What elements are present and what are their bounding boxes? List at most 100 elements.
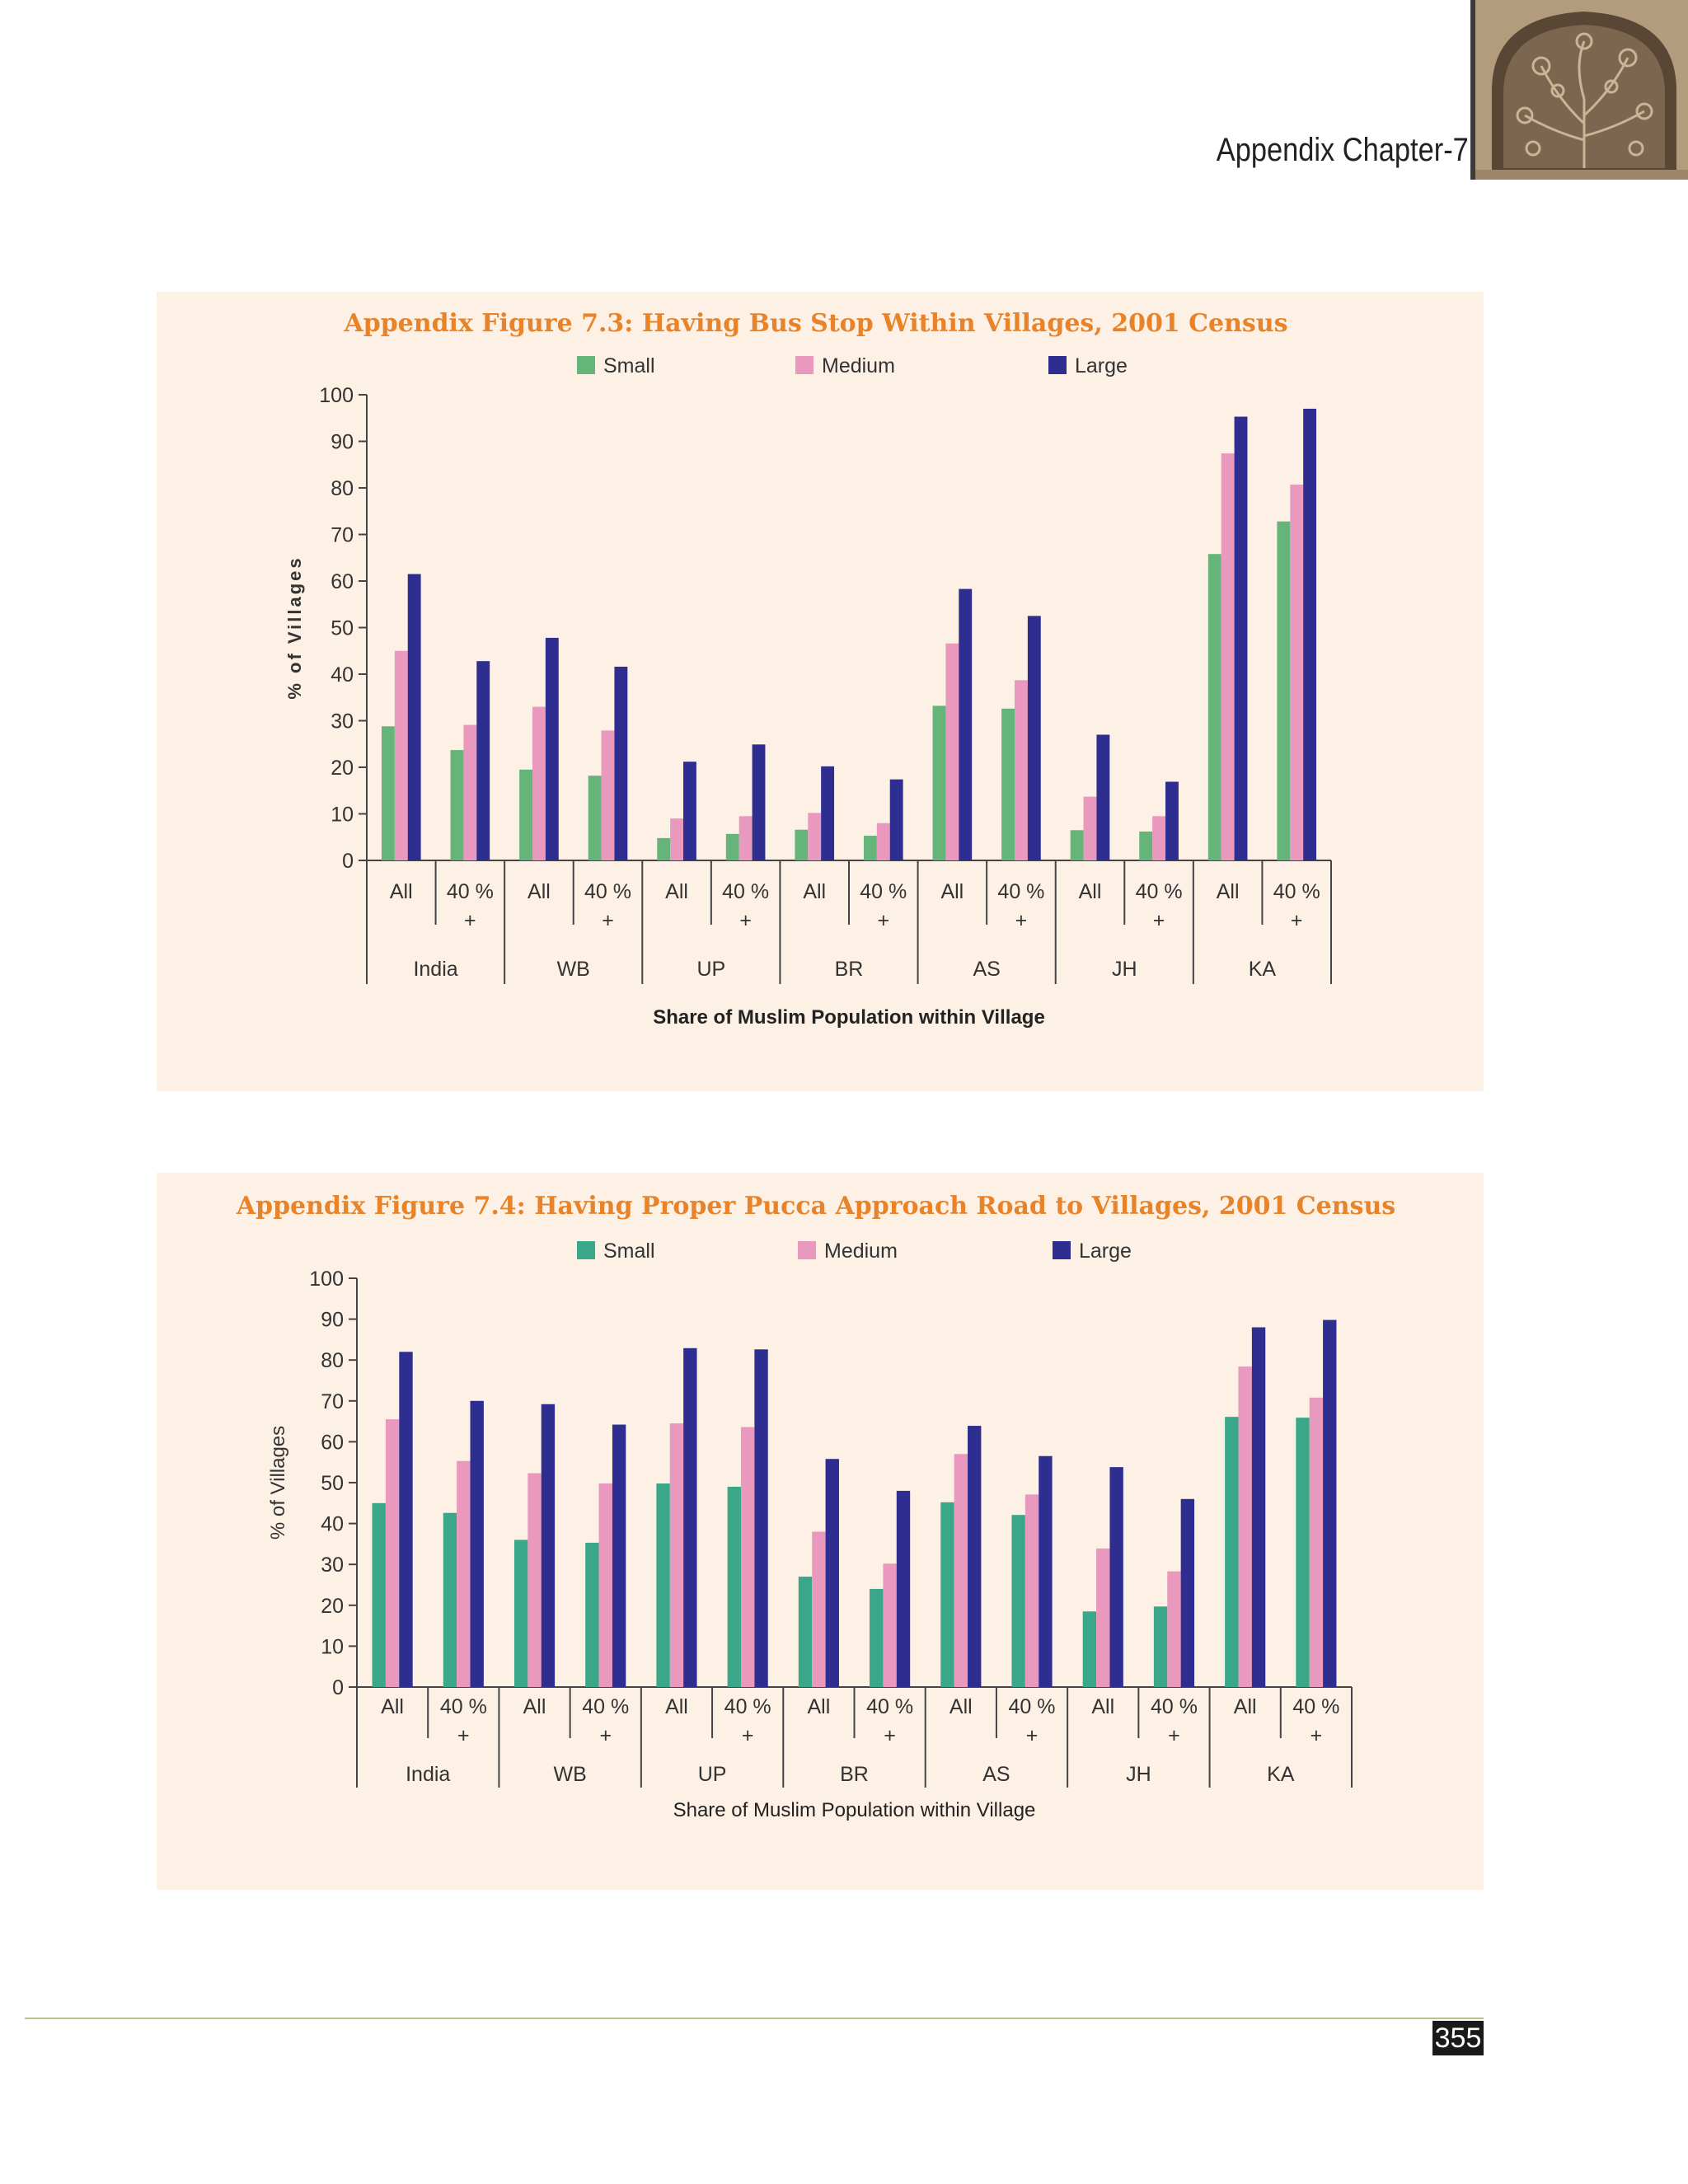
x-subcategory-label: 40 % <box>860 880 907 903</box>
x-group-label-jh: JH <box>1126 1763 1151 1786</box>
y-tick-label: 80 <box>321 1349 344 1372</box>
bar-small <box>932 705 946 860</box>
bar-small <box>443 1512 457 1687</box>
bar-small <box>381 726 395 860</box>
bar-medium <box>385 1419 400 1687</box>
bar-medium <box>1083 796 1097 860</box>
x-subcategory-label: + <box>742 1724 754 1747</box>
bar-small <box>585 1542 599 1687</box>
legend-label-medium: Medium <box>824 1240 898 1263</box>
bar-large <box>1234 416 1248 860</box>
bar-medium <box>1221 453 1235 860</box>
bar-small <box>725 833 739 860</box>
bar-large <box>545 637 559 860</box>
y-tick-label: 10 <box>331 804 354 827</box>
footer-rule <box>25 2018 1484 2019</box>
bar-medium <box>1238 1366 1252 1687</box>
bar-medium <box>528 1473 542 1687</box>
x-subcategory-label: All <box>523 1695 546 1718</box>
bar-medium <box>738 816 753 860</box>
bar-large <box>476 661 490 860</box>
x-subcategory-label: All <box>528 880 551 903</box>
x-group-label-as: AS <box>982 1763 1010 1786</box>
legend-swatch-large <box>1048 356 1067 374</box>
bar-medium <box>1014 680 1028 860</box>
x-subcategory-label: + <box>1026 1724 1039 1747</box>
y-tick-label: 40 <box>321 1513 344 1536</box>
x-subcategory-label: All <box>1079 880 1102 903</box>
bus-stop-bar-chart: Appendix Figure 7.3: Having Bus Stop Wit… <box>284 309 1332 1029</box>
x-subcategory-label: All <box>940 880 964 903</box>
x-subcategory-label: 40 % <box>997 880 1044 903</box>
bar-small <box>1139 831 1153 860</box>
bar-large <box>752 744 766 860</box>
x-subcategory-label: + <box>1168 1724 1180 1747</box>
bar-medium <box>1167 1571 1181 1687</box>
bar-large <box>1109 1467 1123 1687</box>
x-group-label-wb: WB <box>557 958 590 981</box>
y-tick-label: 30 <box>321 1554 344 1577</box>
bar-small <box>870 1588 884 1687</box>
bar-small <box>798 1577 813 1687</box>
bar-large <box>541 1404 556 1687</box>
bar-small <box>863 836 877 860</box>
bar-large <box>470 1400 484 1687</box>
bar-large <box>1323 1319 1337 1687</box>
bar-medium <box>669 1423 684 1687</box>
y-axis-label: % of Villages <box>267 1426 289 1540</box>
bar-large <box>821 766 835 860</box>
x-subcategory-label: + <box>602 909 614 932</box>
figure-7-3-panel: Appendix Figure 7.3: Having Bus Stop Wit… <box>157 292 1484 1091</box>
x-subcategory-label: + <box>877 909 889 932</box>
x-subcategory-label: 40 % <box>722 880 769 903</box>
bar-medium <box>601 730 615 860</box>
x-subcategory-label: + <box>1015 909 1028 932</box>
y-tick-label: 90 <box>321 1309 344 1332</box>
bar-large <box>1165 781 1179 860</box>
legend-label-medium: Medium <box>822 354 895 377</box>
x-subcategory-label: 40 % <box>1292 1695 1339 1718</box>
x-subcategory-label: All <box>381 1695 404 1718</box>
bar-small <box>656 1483 670 1687</box>
bar-small <box>1225 1417 1239 1687</box>
bar-small <box>1070 830 1084 860</box>
x-subcategory-label: + <box>457 1724 470 1747</box>
bar-small <box>1082 1611 1097 1687</box>
legend-label-small: Small <box>603 1240 655 1263</box>
y-tick-label: 70 <box>331 524 354 547</box>
legend-swatch-large <box>1053 1241 1071 1259</box>
x-group-label-ka: KA <box>1267 1763 1295 1786</box>
bar-small <box>1153 1606 1168 1687</box>
x-group-label-india: India <box>413 958 457 981</box>
bar-large <box>754 1349 768 1687</box>
bar-small <box>450 750 464 860</box>
bar-small <box>795 829 809 860</box>
x-axis-label: Share of Muslim Population within Villag… <box>653 1006 1045 1029</box>
bar-large <box>959 588 973 860</box>
bar-small <box>519 769 532 860</box>
bar-large <box>825 1459 839 1687</box>
x-subcategory-label: + <box>1311 1724 1323 1747</box>
bar-medium <box>670 818 684 860</box>
x-group-label-jh: JH <box>1112 958 1137 981</box>
y-tick-label: 20 <box>331 757 354 780</box>
bar-large <box>1303 408 1317 860</box>
x-group-label-india: India <box>406 1763 450 1786</box>
bar-medium <box>954 1454 968 1687</box>
lattice-window-icon <box>1475 0 1688 180</box>
x-subcategory-label: 40 % <box>582 1695 629 1718</box>
y-axis-label: % of Villages <box>284 555 305 699</box>
x-group-label-br: BR <box>835 958 864 981</box>
x-subcategory-label: + <box>464 909 476 932</box>
x-subcategory-label: + <box>599 1724 612 1747</box>
bar-large <box>614 666 628 860</box>
y-tick-label: 100 <box>309 1268 344 1291</box>
bar-large <box>896 1490 911 1687</box>
y-tick-label: 80 <box>331 477 354 500</box>
legend-swatch-small <box>577 1241 595 1259</box>
y-tick-label: 20 <box>321 1595 344 1618</box>
bar-large <box>1180 1498 1195 1687</box>
x-subcategory-label: All <box>1217 880 1240 903</box>
bar-small <box>1001 708 1015 860</box>
x-subcategory-label: 40 % <box>1151 1695 1198 1718</box>
